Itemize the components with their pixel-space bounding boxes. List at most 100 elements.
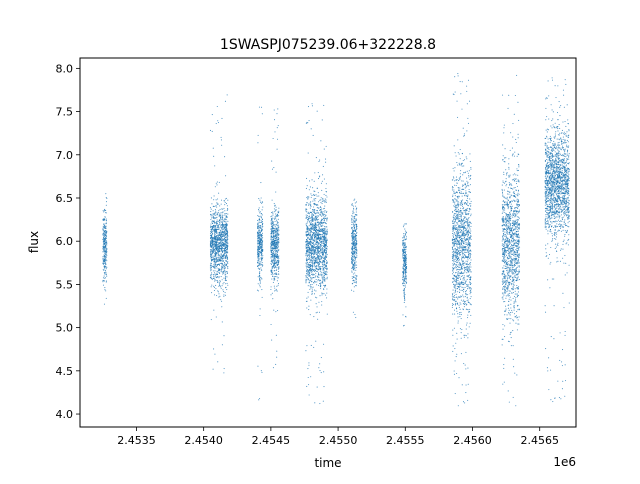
data-point [104, 273, 106, 275]
data-point [307, 368, 309, 370]
data-point [322, 174, 324, 176]
data-point [226, 256, 228, 259]
data-point [270, 257, 272, 259]
data-point [257, 227, 259, 229]
data-point [214, 227, 216, 229]
data-point [217, 291, 219, 293]
data-point [314, 402, 316, 404]
data-point [273, 236, 275, 238]
data-point [309, 285, 311, 287]
data-point [211, 253, 213, 255]
data-point [317, 225, 319, 227]
data-point [103, 241, 105, 243]
data-point [221, 344, 223, 346]
data-point [105, 253, 107, 255]
data-point [467, 276, 469, 278]
data-point [216, 270, 218, 272]
data-point [452, 221, 454, 223]
data-point [278, 207, 280, 209]
data-point [354, 272, 356, 274]
data-point [308, 281, 310, 283]
data-point [271, 239, 274, 241]
data-point [305, 241, 307, 243]
data-point [460, 275, 462, 277]
data-point [325, 217, 327, 219]
data-point [466, 267, 468, 269]
data-point [213, 230, 215, 232]
data-point [225, 270, 227, 273]
data-point [275, 215, 277, 217]
data-point [321, 281, 323, 283]
data-point [270, 216, 272, 218]
data-point [224, 213, 226, 215]
data-point [222, 289, 224, 291]
data-point [102, 239, 104, 241]
data-point [307, 278, 309, 280]
data-point [260, 263, 262, 265]
data-point [320, 197, 322, 199]
data-point [322, 245, 325, 247]
data-point [211, 265, 213, 267]
data-point [225, 249, 227, 251]
data-point [276, 221, 278, 223]
data-point [211, 235, 213, 237]
data-point [226, 231, 228, 233]
data-point [278, 212, 280, 214]
data-point [211, 215, 213, 217]
data-point [313, 229, 315, 231]
data-point [221, 285, 223, 287]
data-point [273, 261, 275, 263]
data-point [224, 248, 227, 250]
data-point [311, 242, 313, 244]
data-point [311, 208, 314, 211]
data-point [312, 222, 314, 225]
data-point [318, 259, 320, 261]
data-point [224, 233, 226, 235]
data-point [310, 205, 312, 207]
data-point [275, 235, 277, 237]
data-point [211, 228, 213, 230]
data-point [257, 261, 259, 263]
data-point [305, 279, 307, 281]
data-point [210, 249, 212, 251]
data-point [403, 233, 405, 235]
data-point [218, 260, 220, 262]
data-point [221, 306, 223, 308]
data-point [306, 239, 308, 241]
data-point [353, 219, 355, 221]
data-point [402, 257, 404, 259]
data-point [353, 257, 355, 259]
data-point [222, 249, 224, 251]
data-point [259, 242, 261, 244]
data-point [319, 271, 321, 273]
data-point [320, 273, 322, 275]
data-point [274, 213, 277, 215]
data-point [315, 212, 318, 214]
data-point [355, 220, 357, 222]
data-point [352, 223, 354, 225]
data-point [257, 233, 259, 235]
data-point [458, 260, 460, 262]
data-point [305, 278, 307, 280]
data-point [277, 125, 279, 127]
data-point [321, 203, 323, 205]
data-point [319, 221, 321, 223]
data-point [308, 275, 310, 277]
data-point [257, 240, 260, 242]
data-point [457, 223, 459, 225]
data-point [210, 215, 212, 217]
data-point [470, 208, 472, 210]
data-point [103, 259, 105, 261]
data-point [351, 219, 353, 221]
data-point [313, 217, 315, 219]
data-point [224, 294, 227, 296]
data-point [323, 293, 325, 295]
data-point [306, 185, 308, 187]
data-point [220, 257, 222, 259]
data-point [308, 274, 310, 276]
data-point [326, 288, 328, 290]
data-point [403, 280, 405, 282]
data-point [277, 108, 279, 110]
data-point [311, 281, 313, 283]
data-point [102, 245, 104, 247]
